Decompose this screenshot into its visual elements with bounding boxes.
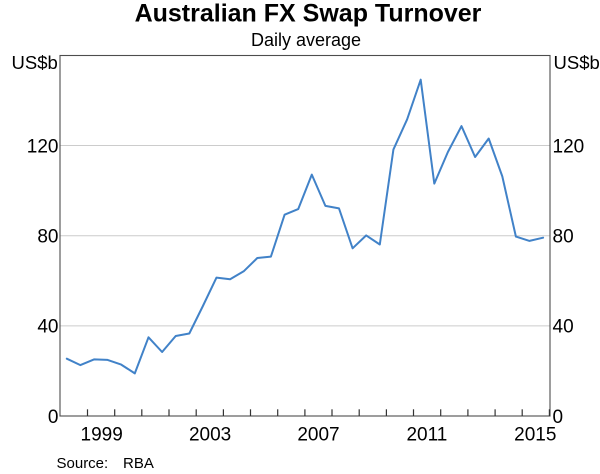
- svg-text:2007: 2007: [297, 424, 339, 445]
- svg-text:Source:: Source:: [57, 455, 109, 472]
- svg-text:40: 40: [553, 317, 574, 338]
- svg-text:80: 80: [37, 227, 58, 248]
- svg-text:RBA: RBA: [123, 455, 154, 472]
- svg-text:US$b: US$b: [12, 52, 58, 73]
- svg-text:Daily average: Daily average: [251, 30, 361, 50]
- svg-text:0: 0: [553, 407, 564, 428]
- svg-text:US$b: US$b: [554, 52, 600, 73]
- svg-text:2015: 2015: [514, 424, 556, 445]
- svg-text:120: 120: [27, 136, 59, 157]
- svg-text:2003: 2003: [189, 424, 231, 445]
- svg-text:2011: 2011: [406, 424, 447, 445]
- svg-text:80: 80: [553, 227, 574, 248]
- svg-text:40: 40: [37, 317, 58, 338]
- svg-text:120: 120: [553, 136, 585, 157]
- svg-text:1999: 1999: [81, 424, 123, 445]
- svg-text:Australian FX Swap Turnover: Australian FX Swap Turnover: [135, 0, 482, 27]
- svg-text:0: 0: [48, 407, 59, 428]
